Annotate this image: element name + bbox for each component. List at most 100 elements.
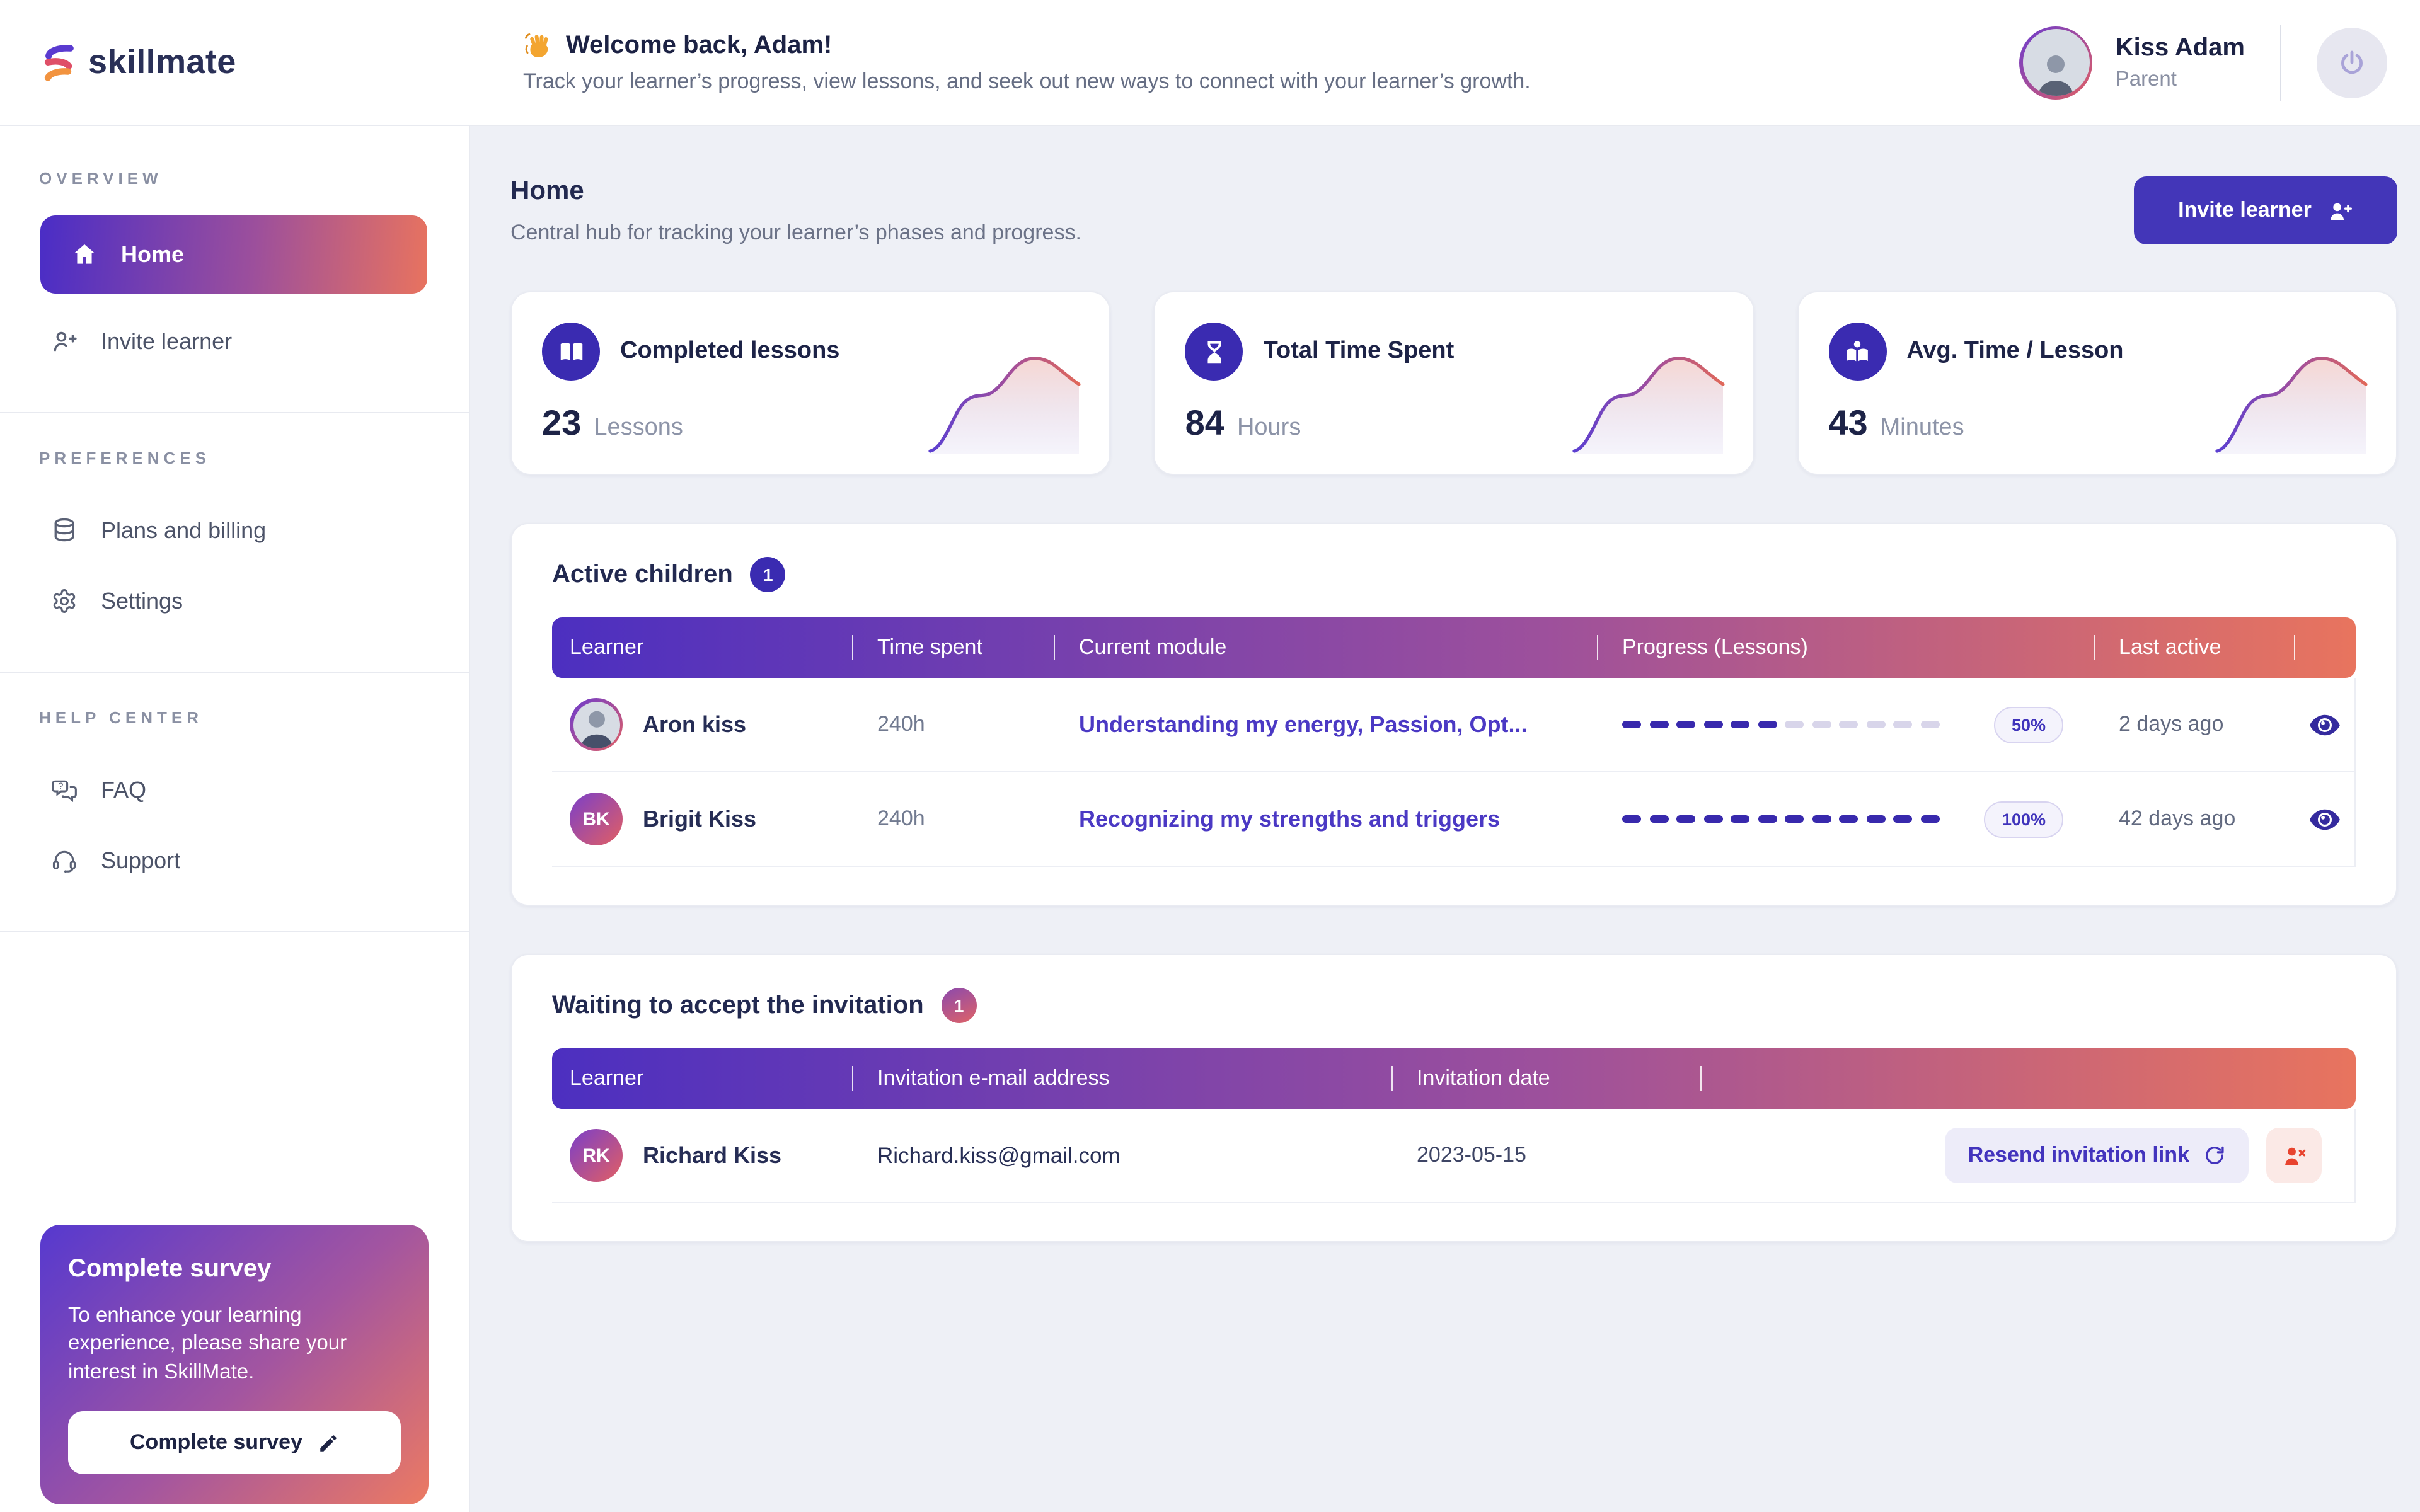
- stat-label: Completed lessons: [620, 338, 840, 364]
- column-header-current-module: Current module: [1054, 635, 1597, 660]
- column-header-invitation-date: Invitation date: [1392, 1066, 1700, 1091]
- invite-learner-button[interactable]: Invite learner: [2134, 176, 2397, 244]
- progress-bar: [1622, 815, 1939, 823]
- gear-icon: [53, 589, 76, 613]
- book-reader-icon: [1847, 340, 1869, 361]
- current-module-link[interactable]: Understanding my energy, Passion, Opt...: [1079, 711, 1528, 736]
- cancel-invitation-button[interactable]: [2266, 1128, 2322, 1183]
- sparkline-chart: [2215, 357, 2368, 454]
- person-plus-icon: [54, 331, 77, 352]
- pencil-icon: [320, 1435, 337, 1451]
- welcome-subtitle: Track your learner’s progress, view less…: [523, 69, 1531, 93]
- column-header-time-spent: Time spent: [852, 635, 1054, 660]
- sidebar-item-label: Home: [121, 241, 185, 266]
- sidebar-section-preferences: PREFERENCES: [39, 449, 211, 467]
- person-silhouette-icon: [2038, 55, 2074, 96]
- active-children-table-body: Aron kiss 240h Understanding my energy, …: [552, 678, 2356, 867]
- sidebar-item-label: FAQ: [101, 777, 147, 802]
- invite-learner-label: Invite learner: [2178, 198, 2312, 222]
- column-header-last-active: Last active: [2094, 635, 2294, 660]
- last-active: 2 days ago: [2119, 712, 2224, 736]
- learner-avatar: [570, 698, 623, 751]
- sidebar-divider: [0, 672, 469, 673]
- stat-value: 23: [542, 403, 582, 442]
- time-spent: 240h: [877, 806, 925, 830]
- svg-text:?: ?: [58, 782, 63, 792]
- current-module-link[interactable]: Recognizing my strengths and triggers: [1079, 806, 1501, 831]
- stat-unit: Hours: [1236, 415, 1301, 441]
- sidebar-section-overview: OVERVIEW: [39, 169, 163, 188]
- survey-card: Complete survey To enhance your learning…: [40, 1225, 429, 1504]
- sparkline-chart: [929, 357, 1081, 454]
- sidebar-item-faq[interactable]: ? FAQ: [0, 755, 469, 825]
- sidebar-item-settings[interactable]: Settings: [0, 566, 469, 636]
- refresh-icon: [2206, 1146, 2224, 1164]
- table-row: Aron kiss 240h Understanding my energy, …: [552, 678, 2354, 772]
- waiting-invitation-card: Waiting to accept the invitation 1 Learn…: [510, 954, 2397, 1242]
- headset-icon: [52, 850, 76, 873]
- user-name: Kiss Adam: [2115, 33, 2245, 61]
- invitation-email: Richard.kiss@gmail.com: [877, 1142, 1121, 1167]
- time-spent: 240h: [877, 712, 925, 736]
- complete-survey-button[interactable]: Complete survey: [68, 1411, 401, 1474]
- header-divider: [2280, 25, 2281, 100]
- stat-label: Avg. Time / Lesson: [1906, 338, 2124, 364]
- stat-card-avg-time: Avg. Time / Lesson 43 Minutes: [1797, 291, 2397, 475]
- resend-invitation-label: Resend invitation link: [1968, 1143, 2189, 1167]
- book-open-icon: [560, 342, 582, 360]
- active-children-count-badge: 1: [750, 557, 786, 592]
- table-row: RK Richard Kiss Richard.kiss@gmail.com 2…: [552, 1109, 2354, 1203]
- main-content: Home Central hub for tracking your learn…: [470, 126, 2420, 1512]
- view-learner-button[interactable]: [2307, 802, 2341, 836]
- brand-logo-icon: [44, 44, 74, 81]
- stat-label: Total Time Spent: [1263, 338, 1455, 364]
- person-silhouette-icon: [580, 710, 613, 748]
- stat-card-total-time: Total Time Spent 84 Hours: [1153, 291, 1754, 475]
- user-avatar[interactable]: [2019, 26, 2093, 99]
- eye-icon: [2309, 714, 2339, 735]
- learner-name: Aron kiss: [643, 711, 747, 736]
- active-children-card: Active children 1 Learner Time spent Cur…: [510, 523, 2397, 906]
- progress-cell: 50%: [1597, 706, 2094, 743]
- stat-unit: Lessons: [594, 415, 683, 441]
- sidebar-item-label: Support: [101, 847, 181, 873]
- stat-value: 84: [1185, 403, 1224, 442]
- learner-avatar: BK: [570, 793, 623, 845]
- sidebar: OVERVIEW Home Invite learner PREFERENCES: [0, 126, 470, 1512]
- active-children-table-header: Learner Time spent Current module Progre…: [552, 617, 2356, 678]
- invitation-date: 2023-05-15: [1417, 1143, 1526, 1167]
- page-subtitle: Central hub for tracking your learner’s …: [510, 220, 1081, 244]
- column-header-learner: Learner: [570, 635, 644, 659]
- sidebar-item-plans-billing[interactable]: Plans and billing: [0, 495, 469, 566]
- resend-invitation-button[interactable]: Resend invitation link: [1945, 1128, 2249, 1183]
- stat-cards: Completed lessons 23 Lessons: [510, 291, 2397, 475]
- learner-name: Richard Kiss: [643, 1142, 782, 1167]
- wave-icon: [525, 33, 548, 57]
- brand-logo[interactable]: skillmate: [0, 42, 474, 83]
- stat-card-completed-lessons: Completed lessons 23 Lessons: [510, 291, 1111, 475]
- user-cluster: Kiss Adam Parent: [2019, 25, 2420, 100]
- sidebar-item-home[interactable]: Home: [40, 215, 427, 294]
- last-active: 42 days ago: [2119, 806, 2236, 830]
- person-plus-icon: [2330, 202, 2352, 219]
- sidebar-section-help-center: HELP CENTER: [39, 708, 203, 727]
- sidebar-item-invite-learner[interactable]: Invite learner: [0, 306, 469, 377]
- progress-bar: [1622, 721, 1939, 728]
- column-header-progress: Progress (Lessons): [1597, 635, 2094, 660]
- column-header-email: Invitation e-mail address: [852, 1066, 1392, 1091]
- sidebar-item-support[interactable]: Support: [0, 825, 469, 896]
- page-title: Home: [510, 176, 584, 205]
- view-learner-button[interactable]: [2307, 707, 2341, 742]
- sparkline-chart: [1572, 357, 1724, 454]
- progress-badge: 50%: [1993, 706, 2063, 743]
- top-header: skillmate Welcome back, Adam! Track: [0, 0, 2420, 126]
- eye-icon: [2309, 808, 2339, 830]
- active-children-title: Active children: [552, 560, 733, 588]
- learner-avatar: RK: [570, 1129, 623, 1182]
- user-role: Parent: [2115, 67, 2177, 90]
- complete-survey-label: Complete survey: [130, 1430, 302, 1454]
- logout-button[interactable]: [2317, 27, 2387, 98]
- hourglass-icon: [1207, 340, 1221, 363]
- power-icon: [2341, 50, 2363, 74]
- waiting-table-header: Learner Invitation e-mail address Invita…: [552, 1048, 2356, 1109]
